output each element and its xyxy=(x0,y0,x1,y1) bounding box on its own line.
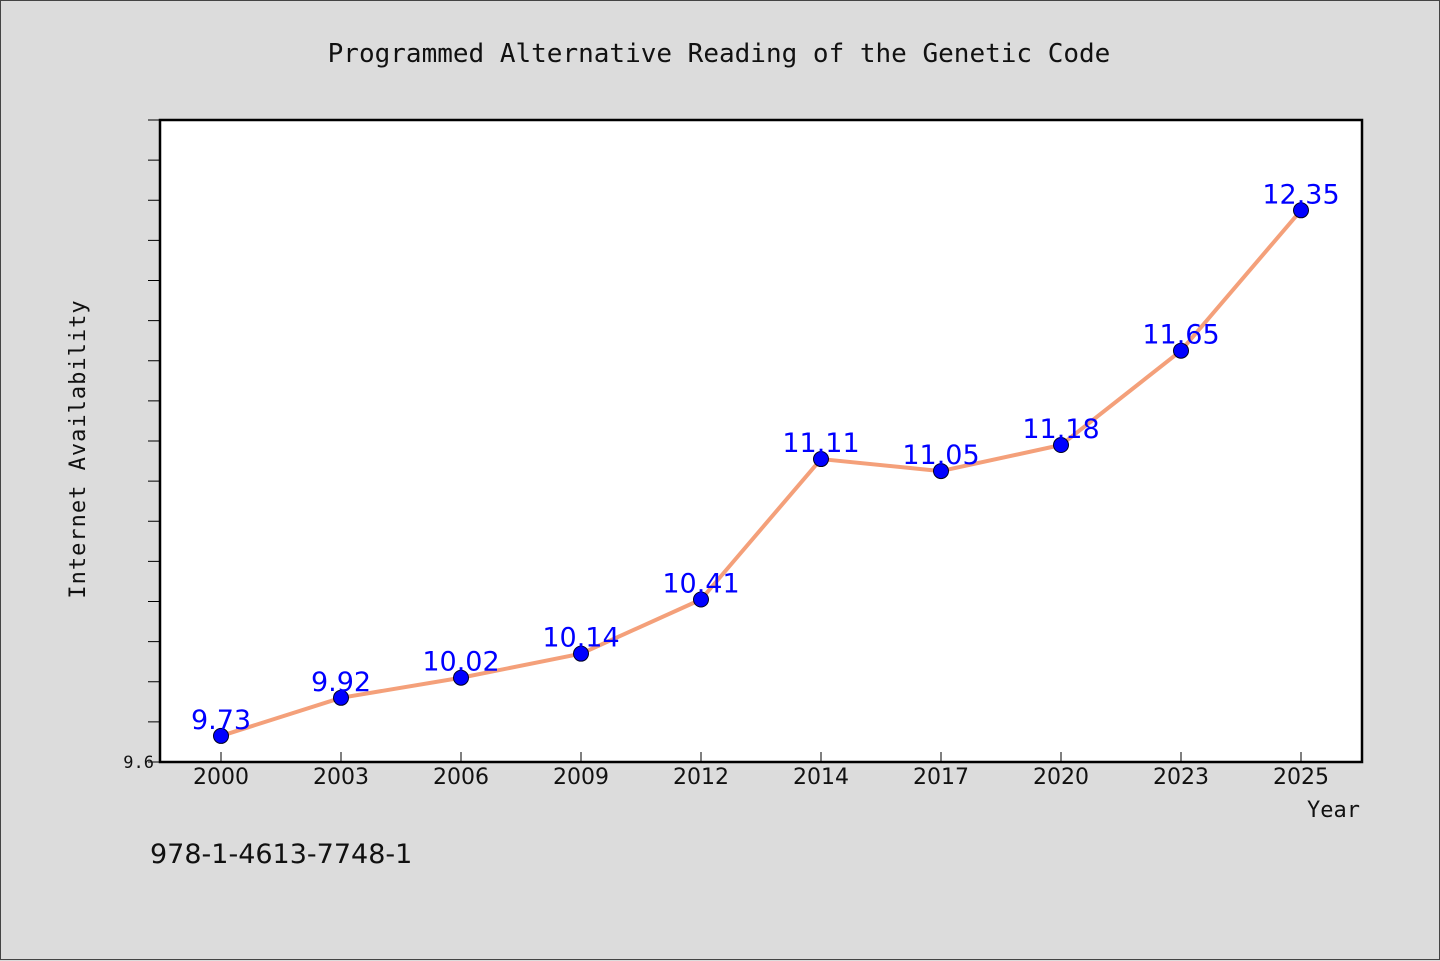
data-labels: 9.73 9.92 10.02 10.14 10.41 11.11 11.05 11.18 11… xyxy=(191,179,1340,736)
x-axis-label: Year xyxy=(1307,798,1360,823)
data-markers xyxy=(213,202,1309,744)
x-tick-label: 2006 xyxy=(433,765,489,790)
x-tick-label: 2009 xyxy=(553,765,609,790)
data-point xyxy=(813,451,829,468)
y-axis-tick-labels: 9.6 xyxy=(123,753,154,773)
series-line xyxy=(219,208,1303,738)
data-label: 11.05 xyxy=(902,440,979,471)
data-point xyxy=(333,689,349,706)
x-tick-label: 2023 xyxy=(1153,765,1209,790)
y-axis-label: Internet Availability xyxy=(66,299,91,598)
data-point xyxy=(1173,342,1189,359)
data-label: 10.14 xyxy=(542,623,619,654)
y-axis-ticks xyxy=(148,119,160,763)
data-label: 10.02 xyxy=(422,647,499,678)
data-label: 9.92 xyxy=(311,667,371,698)
data-point xyxy=(693,591,709,608)
data-label: 9.73 xyxy=(191,705,251,736)
data-point xyxy=(573,645,589,662)
data-point xyxy=(933,463,949,480)
x-tick-label: 2017 xyxy=(913,765,969,790)
y-tick-label: 9.6 xyxy=(123,753,154,773)
x-tick-label: 2025 xyxy=(1273,765,1329,790)
x-tick-label: 2012 xyxy=(673,765,729,790)
data-label: 11.65 xyxy=(1142,320,1219,351)
data-point xyxy=(213,727,229,744)
footer-identifier: 978-1-4613-7748-1 xyxy=(150,839,412,870)
x-axis-ticks xyxy=(220,752,1302,762)
data-point xyxy=(1293,202,1309,219)
x-tick-label: 2014 xyxy=(793,765,849,790)
x-axis-tick-labels: 2000 2003 2006 2009 2012 2014 2017 2020 2023 2025 xyxy=(193,765,1329,790)
x-tick-label: 2000 xyxy=(193,765,249,790)
chart-title: Programmed Alternative Reading of the Ge… xyxy=(328,39,1111,69)
data-label: 12.35 xyxy=(1262,179,1339,210)
x-tick-label: 2020 xyxy=(1033,765,1089,790)
data-point xyxy=(1053,437,1069,454)
plot-area xyxy=(158,118,1364,764)
data-label: 11.18 xyxy=(1022,414,1099,445)
data-point xyxy=(453,669,469,686)
data-label: 11.11 xyxy=(782,428,859,459)
data-label: 10.41 xyxy=(662,568,739,599)
x-tick-label: 2003 xyxy=(313,765,369,790)
